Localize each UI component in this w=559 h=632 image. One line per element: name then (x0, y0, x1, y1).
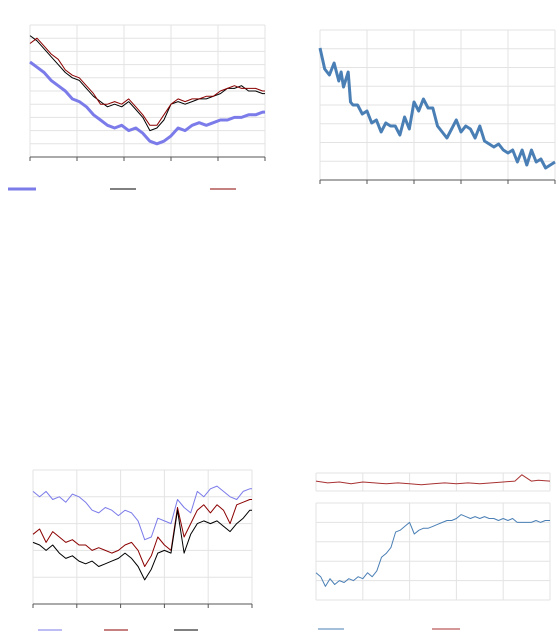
chart-bottom-left (0, 455, 280, 632)
series-line-1 (315, 514, 550, 587)
chart-top-left (0, 0, 280, 200)
series-line-3 (29, 37, 265, 126)
chart-bottom-left-svg (32, 469, 253, 631)
series-line-1 (318, 47, 556, 170)
series-line-2 (32, 499, 252, 567)
series-line-1 (315, 474, 551, 486)
series-line-1 (29, 60, 265, 146)
series-line-3 (32, 509, 252, 581)
chart-bottom-right-svg (315, 472, 551, 630)
chart-top-right (300, 0, 559, 200)
chart-bottom-right (300, 455, 559, 632)
chart-top-right-svg (318, 29, 556, 184)
series-line-1 (32, 485, 252, 541)
chart-top-left-svg (8, 24, 266, 191)
series-line-2 (29, 35, 265, 132)
